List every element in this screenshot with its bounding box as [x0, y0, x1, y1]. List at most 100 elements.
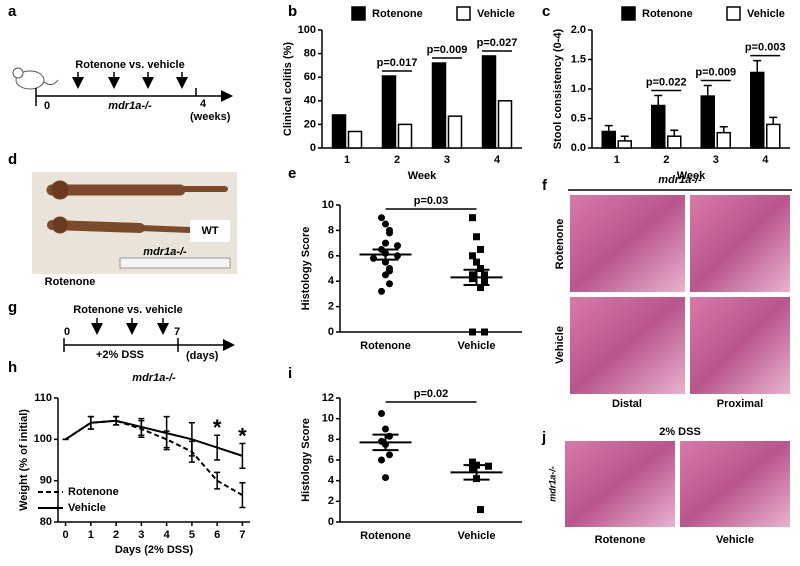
- strain: mdr1a-/-: [547, 466, 557, 502]
- data-point: [473, 258, 480, 266]
- data-point: [378, 410, 385, 417]
- legend-swatch: [456, 6, 471, 21]
- x-tick-label: 1: [88, 529, 94, 541]
- annotation: *: [238, 423, 247, 448]
- y-tick-label: 40: [304, 95, 316, 107]
- x-tick-label: Vehicle: [458, 530, 496, 542]
- y-axis-label: Histology Score: [300, 418, 312, 502]
- annotation: p=0.022: [646, 76, 687, 88]
- data-point: [481, 271, 488, 279]
- data-point: [386, 229, 393, 237]
- legend-swatch: [621, 6, 636, 21]
- y-tick-label: 6: [328, 454, 334, 466]
- x-tick-label: 4: [164, 529, 171, 541]
- error-bar: [87, 415, 94, 430]
- treatment: Rotenone: [45, 276, 96, 288]
- panel-letter: h: [8, 359, 17, 376]
- data-point: [394, 252, 401, 260]
- y-tick-label: 8: [328, 433, 334, 445]
- y-tick-label: 80: [40, 516, 52, 528]
- x-tick-label: 3: [444, 154, 450, 166]
- panel-letter: d: [8, 151, 17, 168]
- strain: mdr1a-/-: [658, 174, 702, 186]
- y-axis-label: Histology Score: [300, 227, 312, 311]
- panel-letter: a: [8, 3, 17, 20]
- bar: [601, 130, 616, 149]
- bar: [397, 123, 413, 149]
- error-bar: [214, 471, 221, 490]
- x-tick-label: Vehicle: [458, 340, 496, 352]
- bar: [700, 95, 715, 149]
- column-label: Rotenone: [595, 534, 646, 546]
- data-point: [382, 239, 389, 247]
- sem-bar: [372, 433, 399, 452]
- x-tick-label: 2: [113, 529, 119, 541]
- legend-swatch: [351, 6, 366, 21]
- y-tick-label: 100: [298, 24, 316, 36]
- treatment: +2% DSS: [96, 349, 144, 361]
- error-bar: [654, 94, 663, 106]
- wt-label: WT: [201, 225, 218, 237]
- strain: mdr1a-/-: [108, 100, 152, 112]
- data-point: [382, 425, 389, 433]
- y-tick-label: 6: [328, 250, 334, 262]
- x-axis-label: Week: [408, 170, 437, 182]
- data-point: [382, 474, 389, 482]
- bar: [750, 71, 765, 149]
- data-point: [370, 254, 377, 262]
- legend-label: Vehicle: [68, 502, 106, 514]
- error-bar: [163, 415, 170, 451]
- y-tick-label: 2: [328, 301, 334, 313]
- data-point: [394, 242, 401, 250]
- error-bar: [620, 135, 629, 141]
- bar: [347, 130, 363, 149]
- panel-letter: j: [541, 429, 546, 446]
- panel-a: a Rotenone vs. vehicle 0 mdr1a-/- 4 (wee…: [8, 3, 233, 123]
- arrow-text: Rotenone vs. vehicle: [73, 304, 182, 316]
- y-tick-label: 20: [304, 118, 316, 130]
- data-point: [469, 464, 476, 472]
- x-tick-label: 0: [63, 529, 69, 541]
- sem-bar: [463, 464, 490, 481]
- column-label: Proximal: [717, 398, 763, 410]
- panel-letter: b: [288, 3, 297, 20]
- legend-label: Vehicle: [747, 8, 785, 20]
- unit: (weeks): [190, 111, 231, 123]
- y-tick-label: 110: [34, 392, 52, 404]
- annotation: *: [213, 415, 222, 440]
- histology-image: [690, 195, 790, 292]
- panel-title: 2% DSS: [659, 426, 701, 438]
- y-tick-label: 0: [328, 516, 334, 528]
- y-axis-label: Weight (% of initial): [18, 409, 30, 511]
- histology-image: [570, 195, 685, 292]
- data-point: [382, 271, 389, 279]
- unit: (days): [186, 350, 219, 362]
- data-point: [382, 220, 389, 228]
- bar: [331, 114, 347, 149]
- row-label: Rotenone: [554, 219, 566, 270]
- data-point: [378, 214, 385, 222]
- bar: [431, 62, 447, 149]
- x-tick-label: 1: [614, 154, 620, 166]
- x-tick-label: 2: [663, 154, 669, 166]
- data-point: [378, 456, 385, 464]
- y-tick-label: 10: [322, 199, 334, 211]
- histology-image: [680, 441, 790, 527]
- dosing-arrows: [91, 318, 169, 335]
- column-label: Vehicle: [716, 534, 754, 546]
- annotation: p=0.017: [377, 57, 418, 69]
- panel-letter: i: [288, 365, 292, 382]
- sem-bar: [463, 268, 490, 287]
- panel-d: d WT mdr1a-/- Rotenone: [8, 151, 237, 288]
- y-tick-label: 80: [304, 48, 316, 60]
- data-point: [469, 214, 476, 222]
- y-tick-label: 2: [328, 495, 334, 507]
- data-point: [473, 233, 480, 241]
- y-tick-label: 1.5: [571, 53, 586, 65]
- data-point: [378, 287, 385, 295]
- dosing-arrows: [72, 72, 188, 89]
- bar: [381, 75, 397, 149]
- row-label: Vehicle: [554, 326, 566, 364]
- data-point: [469, 328, 476, 336]
